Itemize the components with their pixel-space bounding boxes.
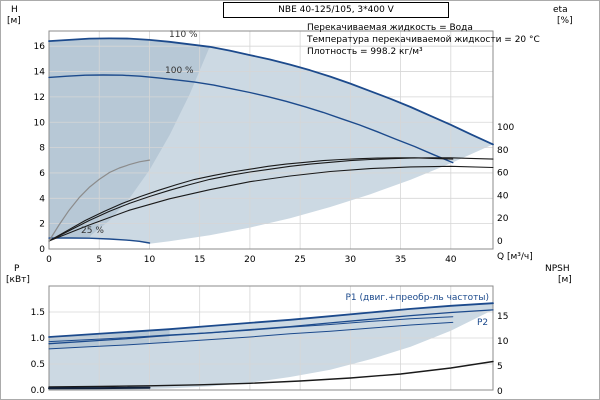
tick-label: 6: [39, 169, 45, 179]
curve-head-100pct: [48, 74, 454, 164]
region-low-flow-zone: [49, 38, 210, 239]
tick-label: 0: [497, 237, 503, 247]
curve-label-p2: P2: [477, 318, 489, 328]
tick-label: 2: [39, 220, 45, 230]
tick-label: 0.0: [31, 386, 46, 396]
tick-label: 100: [497, 123, 514, 133]
curve-eta-25pct: [48, 159, 151, 242]
tick-label: 10: [144, 255, 156, 265]
curve-p2-100pct: [48, 321, 454, 350]
curve-npsh: [48, 360, 494, 388]
axis-label-p: P: [14, 264, 20, 274]
axis-label-eta: eta: [553, 5, 568, 15]
curve-label-25pct: 25 %: [81, 226, 104, 236]
curve-eta-total: [48, 165, 494, 242]
tick-label: 35: [395, 255, 406, 265]
tick-label: 30: [345, 255, 357, 265]
axis-unit-eta: [%]: [557, 16, 573, 26]
tick-label: 5: [497, 362, 503, 372]
tick-label: 25: [294, 255, 305, 265]
pump-title: NBE 40-125/105, 3*400 V: [223, 2, 449, 18]
curve-eta-100pct: [48, 157, 454, 242]
liquid-info-block: Перекачиваемая жидкость = Вода Температу…: [307, 22, 540, 58]
tick-label: 12: [34, 93, 45, 103]
tick-label: 15: [194, 255, 205, 265]
axis-unit-h: [м]: [7, 16, 21, 26]
tick-label: 1.0: [31, 334, 46, 344]
curve-head-110pct: [48, 37, 494, 146]
tick-label: 0.5: [31, 360, 45, 370]
axis-label-q: Q [м³/ч]: [497, 252, 533, 262]
tick-label: 10: [497, 337, 509, 347]
tick-label: 15: [497, 312, 508, 322]
tick-label: 0: [46, 255, 52, 265]
curve-label-100pct: 100 %: [165, 66, 194, 76]
tick-label: 16: [34, 42, 46, 52]
tick-label: 5: [96, 255, 102, 265]
curve-label-110pct: 110 %: [169, 30, 198, 40]
plot-border: [48, 30, 494, 250]
curve-p1-110pct: [48, 302, 494, 338]
info-line-liquid: Перекачиваемая жидкость = Вода: [307, 23, 473, 33]
tick-label: 10: [34, 118, 46, 128]
curve-p-25pct: [48, 386, 151, 390]
axis-unit-p: [кВт]: [6, 275, 30, 285]
info-line-density: Плотность = 998.2 кг/м³: [307, 47, 423, 57]
tick-label: 60: [497, 169, 509, 179]
tick-label: 0: [497, 387, 503, 397]
tick-label: 14: [34, 68, 46, 78]
region-power-envelope: [49, 303, 493, 390]
plot-border: [48, 285, 494, 391]
axis-label-npsh: NPSH: [545, 264, 570, 274]
tick-label: 4: [39, 194, 45, 204]
curve-label-p1: P1 (двиг.+преобр-ль частоты): [345, 293, 490, 303]
tick-label: 80: [497, 146, 509, 156]
axis-unit-npsh: [м]: [558, 275, 572, 285]
curve-head-25pct: [48, 237, 151, 244]
tick-label: 8: [39, 144, 45, 154]
tick-label: 20: [244, 255, 256, 265]
info-line-temperature: Температура перекачиваемой жидкости = 20…: [307, 35, 540, 45]
curve-p1-100pct: [48, 316, 454, 343]
axis-label-h: H: [11, 5, 18, 15]
tick-label: 40: [497, 191, 509, 201]
tick-label: 20: [497, 214, 509, 224]
tick-label: 1.5: [31, 308, 45, 318]
tick-label: 0: [39, 245, 45, 255]
tick-label: 40: [445, 255, 457, 265]
